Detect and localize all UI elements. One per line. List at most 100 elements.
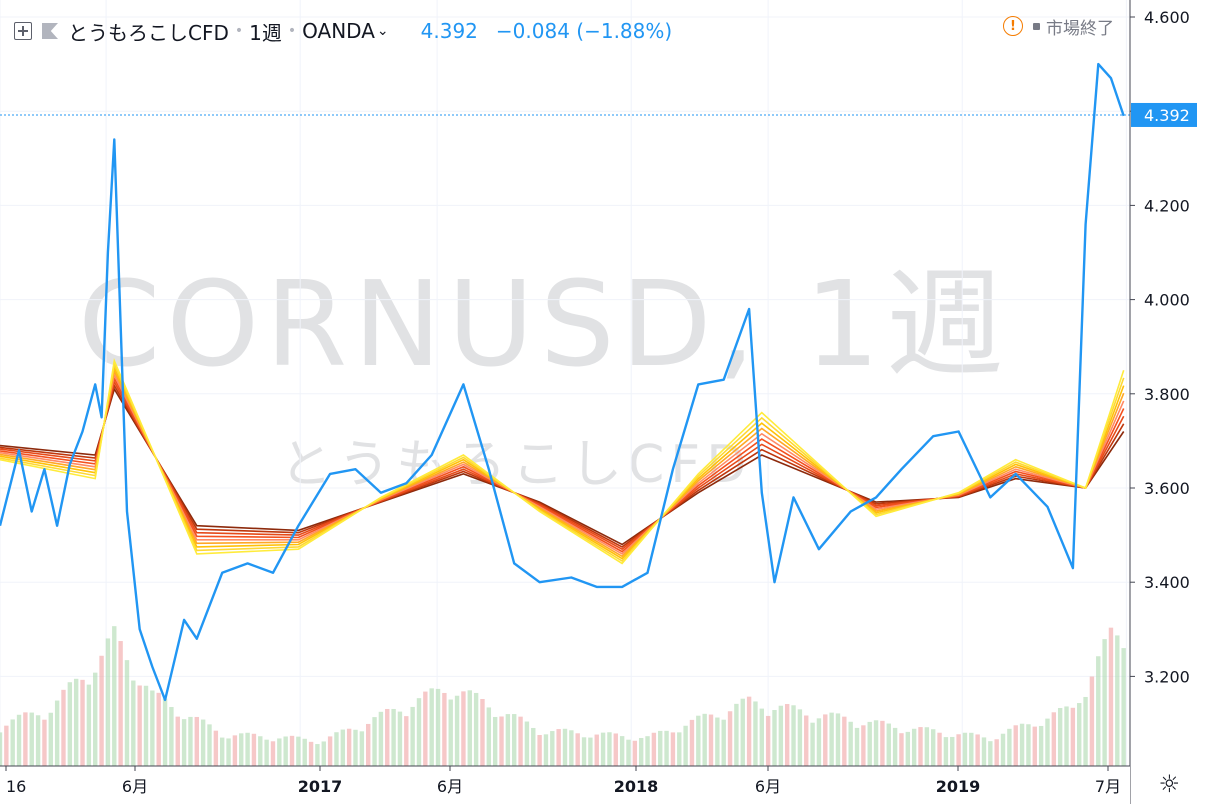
volume-bar <box>664 730 669 766</box>
price-tick-label: 3.800 <box>1144 385 1190 404</box>
volume-bar <box>124 660 130 766</box>
volume-bar <box>638 737 644 766</box>
volume-bar <box>372 717 377 766</box>
volume-bar <box>226 738 231 766</box>
volume-bar <box>188 716 193 766</box>
volume-bar <box>1051 712 1057 766</box>
volume-bar <box>746 696 752 766</box>
volume-bar <box>708 714 714 766</box>
chevron-down-icon[interactable]: ⌄ <box>376 23 389 39</box>
volume-bar <box>1102 639 1107 766</box>
volume-bar <box>397 711 403 766</box>
ma-ribbon-line <box>0 365 1125 560</box>
volume-bar <box>289 735 295 766</box>
interval-label[interactable]: 1週 <box>249 20 282 45</box>
volume-bar <box>346 728 352 766</box>
grid <box>0 0 1130 766</box>
volume-bar <box>93 672 98 766</box>
market-status[interactable]: ! 市場終了 <box>1003 14 1114 39</box>
volume-bar <box>239 733 244 766</box>
volume-bar <box>194 716 199 766</box>
volume-bar <box>734 703 739 766</box>
volume-bar <box>531 727 536 766</box>
volume-bar <box>308 741 314 766</box>
volume-bar <box>1013 725 1018 766</box>
expand-icon[interactable] <box>14 22 32 40</box>
volume-bar <box>962 732 968 766</box>
settings-gear-icon[interactable]: ☼ <box>1158 770 1180 798</box>
volume-bar <box>340 729 346 766</box>
volume-bar <box>702 713 707 766</box>
price-tick-label: 4.600 <box>1144 8 1190 27</box>
volume-bar <box>1121 648 1126 766</box>
volume-bar <box>1045 718 1050 766</box>
volume-bar <box>518 716 523 766</box>
volume-bar <box>556 729 561 766</box>
volume-bar <box>143 685 149 766</box>
volume-bar <box>423 691 428 766</box>
volume-bar <box>797 709 803 766</box>
price-axis-bg <box>1130 0 1206 804</box>
volume-bar <box>461 691 466 766</box>
volume-bar <box>816 718 822 766</box>
volume-bar <box>105 638 111 766</box>
volume-bar <box>378 711 384 766</box>
volume-bar <box>892 727 898 766</box>
volume-bar <box>264 739 269 766</box>
volume-bar <box>473 692 479 766</box>
volume-bar <box>251 733 257 766</box>
separator-dot: • <box>234 23 244 39</box>
price-tick-label: 4.000 <box>1144 291 1190 310</box>
time-tick-label: 2018 <box>614 777 659 796</box>
volume-bar <box>899 733 904 766</box>
volume-bar <box>562 728 568 766</box>
volume-bar <box>784 704 790 766</box>
time-tick-label: 2017 <box>298 777 343 796</box>
volume-bar <box>1096 656 1101 766</box>
volume-bar <box>23 712 28 766</box>
volume-bar <box>99 655 104 766</box>
time-tick-label: 6月 <box>755 777 781 796</box>
volume-bar <box>727 711 733 766</box>
time-tick-label: 7月 <box>1095 777 1121 796</box>
volume-bar <box>232 735 238 766</box>
time-axis-bg <box>0 766 1130 804</box>
volume-bar <box>886 723 891 766</box>
ma-ribbon <box>0 357 1125 565</box>
volume-bar <box>804 715 809 766</box>
volume-bar <box>334 732 339 766</box>
exchange-label[interactable]: OANDA <box>302 19 375 43</box>
volume-bar <box>410 706 415 766</box>
volume-bar <box>391 708 396 766</box>
volume-bar <box>765 715 771 766</box>
symbol-name[interactable]: とうもろこしCFD <box>68 20 229 45</box>
volume-bar <box>905 731 911 766</box>
volume-bar <box>315 744 320 766</box>
volume-bar <box>594 734 599 766</box>
volume-bar <box>1115 635 1120 766</box>
volume-bar <box>924 727 930 766</box>
market-status-label: 市場終了 <box>1046 18 1114 39</box>
warning-icon[interactable]: ! <box>1003 16 1023 36</box>
last-price: 4.392 <box>420 19 478 43</box>
volume-bar <box>994 739 999 766</box>
volume-bar <box>581 737 587 766</box>
volume-bar <box>550 731 555 766</box>
volume-bar <box>67 682 73 766</box>
ma-ribbon-line <box>0 357 1125 565</box>
volume-bar <box>911 728 917 766</box>
volume-bar <box>569 730 574 766</box>
current-price-box <box>1131 102 1197 127</box>
price-tick-label: 3.600 <box>1144 479 1190 498</box>
volume-bar <box>118 641 123 766</box>
volume-bar <box>175 716 180 766</box>
volume-bar <box>480 698 485 766</box>
volume-bar <box>258 736 263 766</box>
volume-bar <box>1064 706 1069 766</box>
flag-icon[interactable] <box>42 23 58 39</box>
volume-bar <box>1000 733 1006 766</box>
volume-bar <box>467 690 472 766</box>
volume-bar <box>80 679 85 766</box>
volume-bar <box>619 736 625 766</box>
